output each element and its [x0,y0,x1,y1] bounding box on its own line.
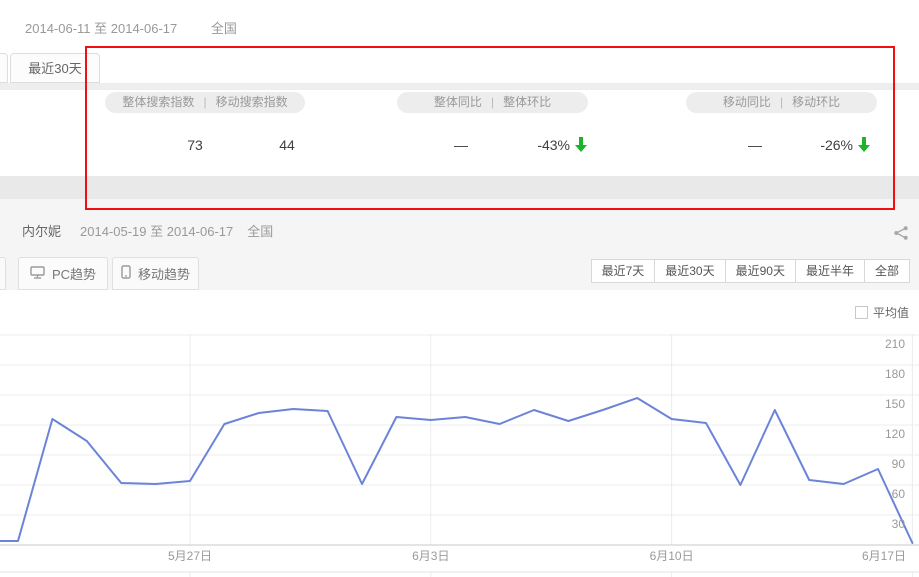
header-date-range: 2014-06-11 至 2014-06-17 [25,21,178,36]
tab-pc-trend-label: PC趋势 [51,267,97,282]
y-axis-label: 30 [891,517,905,531]
pill-label-mobile-index: 移动搜索指数 [215,95,288,109]
range-button-7days[interactable]: 最近7天 [590,259,656,283]
y-axis-label: 180 [884,367,905,381]
down-arrow-icon [857,137,871,152]
tab-partial-left[interactable] [0,53,8,83]
x-axis-label: 6月10日 [649,549,694,563]
pill-label-overall-index: 整体搜索指数 [122,95,195,109]
keyword-date-range: 2014-05-19 至 2014-06-17 [80,224,234,239]
mobile-icon [121,265,131,282]
pill-label-overall-yoy: 整体同比 [433,95,482,109]
mobile-index-value: 44 [279,137,295,153]
overall-mom-value: -43% [537,137,570,153]
trend-tab-partial-left[interactable] [0,257,6,290]
pill-overall-mobile-index: 整体搜索指数 | 移动搜索指数 [105,92,305,113]
pill-separator: | [490,95,495,109]
keyword-region: 全国 [247,224,274,239]
pill-label-mobile-mom: 移动环比 [792,95,841,109]
y-axis-label: 210 [884,337,905,351]
range-button-90days[interactable]: 最近90天 [724,259,796,283]
x-axis-label: 5月27日 [167,549,213,563]
average-checkbox-row[interactable]: 平均值 [854,304,909,321]
monitor-icon [30,265,45,282]
average-checkbox-label: 平均值 [872,306,909,320]
y-axis-label: 120 [884,427,905,441]
y-axis-label: 150 [884,397,905,411]
average-checkbox[interactable] [854,306,868,319]
keyword-bar: 内尔妮 2014-05-19 至 2014-06-17 全国 [22,221,273,240]
tab-pc-trend[interactable]: PC趋势 [18,257,108,290]
x-axis-label: 6月3日 [412,549,450,563]
share-icon[interactable] [892,224,910,242]
pill-mobile-yoy-mom: 移动同比 | 移动环比 [686,92,877,113]
overall-yoy-value: — [454,137,468,153]
header-region: 全国 [210,21,237,36]
tab-mobile-trend-label: 移动趋势 [137,267,190,282]
range-button-halfyear[interactable]: 最近半年 [794,259,865,283]
keyword-label: 内尔妮 [22,224,62,239]
pill-overall-yoy-mom: 整体同比 | 整体环比 [397,92,588,113]
pill-separator: | [779,95,784,109]
time-range-button-group: 最近7天 最近30天 最近90天 最近半年 全部 [590,259,910,283]
x-axis-label: 6月17日 [861,549,907,563]
y-axis-label: 90 [891,457,905,471]
mobile-yoy-value: — [748,137,762,153]
header-date-row: 2014-06-11 至 2014-06-17 全国 [25,18,237,37]
y-axis-label: 60 [891,487,905,501]
pill-label-mobile-yoy: 移动同比 [722,95,771,109]
range-button-all[interactable]: 全部 [863,259,910,283]
overall-index-value: 73 [187,137,203,153]
tab-bar-strip [0,83,919,90]
mobile-mom-value: -26% [820,137,853,153]
down-arrow-icon [574,137,588,152]
range-button-30days[interactable]: 最近30天 [654,259,726,283]
section-divider-band [0,176,919,199]
pill-separator: | [203,95,207,109]
tab-mobile-trend[interactable]: 移动趋势 [112,257,199,290]
pill-label-overall-mom: 整体环比 [503,95,552,109]
